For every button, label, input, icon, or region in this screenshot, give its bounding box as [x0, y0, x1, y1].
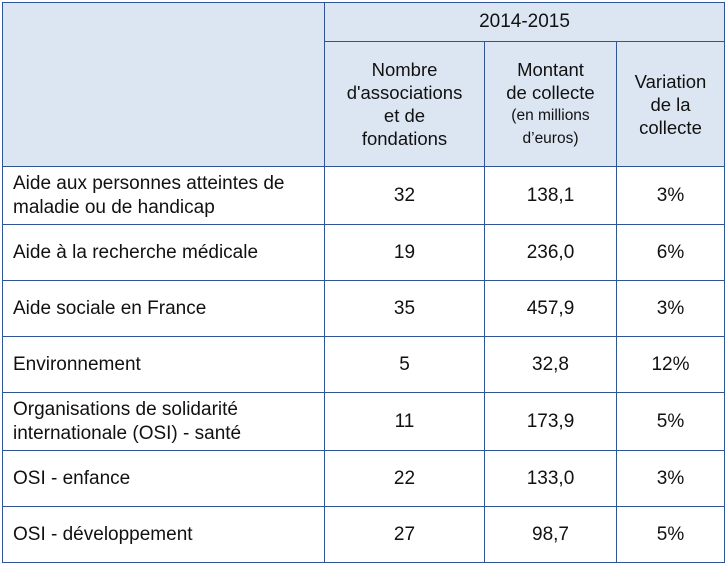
table-row: Environnement 5 32,8 12% — [2, 336, 725, 393]
col-header-montant-line4: d’euros) — [522, 130, 579, 147]
cell-nombre: 35 — [324, 280, 485, 337]
row-label: Aide à la recherche médicale — [2, 224, 325, 281]
cell-nombre: 22 — [324, 450, 485, 507]
header-row-columns: Nombre d'associations et de fondations M… — [3, 41, 725, 167]
corner-cell — [2, 2, 325, 167]
table-row: OSI - développement 27 98,7 5% — [2, 506, 725, 563]
cell-nombre: 32 — [324, 166, 485, 225]
row-label: Aide aux personnes atteintes de maladie … — [2, 166, 325, 225]
cell-nombre: 5 — [324, 336, 485, 393]
cell-montant: 173,9 — [484, 392, 617, 451]
col-header-montant-line3: (en millions — [511, 107, 590, 124]
row-label: OSI - enfance — [2, 450, 325, 507]
col-header-variation-line1: Variation — [634, 70, 707, 92]
col-header-montant: Montant de collecte (en millions d’euros… — [484, 41, 617, 167]
row-label: Aide sociale en France — [2, 280, 325, 337]
period-header: 2014-2015 — [324, 2, 725, 42]
col-header-nombre-line1: Nombre — [371, 59, 438, 80]
col-header-variation: Variation de la collecte — [616, 41, 725, 167]
cell-montant: 236,0 — [484, 224, 617, 281]
cell-montant: 32,8 — [484, 336, 617, 393]
row-label: OSI - développement — [2, 506, 325, 563]
col-header-nombre-line2: d'associations — [346, 82, 463, 103]
cell-variation: 6% — [616, 224, 725, 281]
cell-nombre: 11 — [324, 392, 485, 451]
col-header-montant-line2: de collecte — [506, 82, 595, 103]
col-header-nombre: Nombre d'associations et de fondations — [324, 41, 485, 167]
col-header-nombre-line4: fondations — [361, 128, 448, 149]
table-row: Organisations de solidarité internationa… — [2, 392, 725, 451]
cell-variation: 3% — [616, 450, 725, 507]
col-header-variation-line2: de la — [650, 93, 691, 115]
cell-variation: 5% — [616, 506, 725, 563]
header-row-period: 2014-2015 — [2, 2, 725, 167]
cell-montant: 138,1 — [484, 166, 617, 225]
col-header-variation-line3: collecte — [639, 116, 702, 138]
cell-montant: 457,9 — [484, 280, 617, 337]
table-row: OSI - enfance 22 133,0 3% — [2, 450, 725, 507]
table-row: Aide aux personnes atteintes de maladie … — [2, 166, 725, 225]
cell-montant: 133,0 — [484, 450, 617, 507]
cell-variation: 12% — [616, 336, 725, 393]
cell-variation: 3% — [616, 280, 725, 337]
table-row: Aide sociale en France 35 457,9 3% — [2, 280, 725, 337]
col-header-nombre-line3: et de — [383, 105, 426, 126]
cell-nombre: 19 — [324, 224, 485, 281]
row-label: Environnement — [2, 336, 325, 393]
table-row: Aide à la recherche médicale 19 236,0 6% — [2, 224, 725, 281]
col-header-montant-line1: Montant — [517, 59, 584, 80]
cell-montant: 98,7 — [484, 506, 617, 563]
cell-variation: 5% — [616, 392, 725, 451]
cell-nombre: 27 — [324, 506, 485, 563]
collecte-table: 2014-2015 Nombre d'associations et de fo… — [2, 2, 725, 563]
row-label: Organisations de solidarité internationa… — [2, 392, 325, 451]
cell-variation: 3% — [616, 166, 725, 225]
